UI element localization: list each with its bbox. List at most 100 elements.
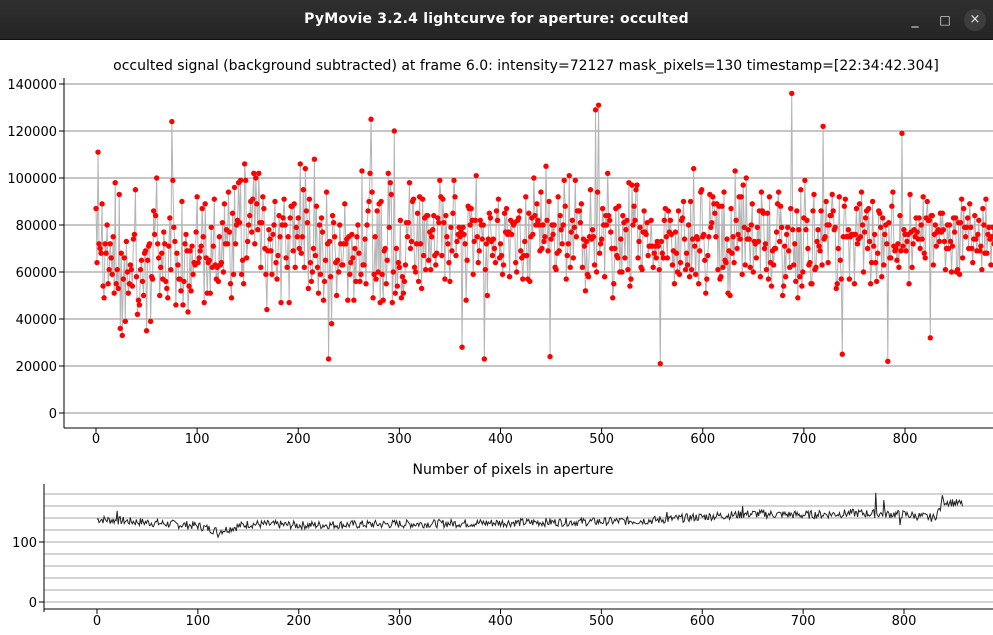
signal-point	[116, 191, 122, 198]
pixel-grid	[44, 493, 993, 603]
signal-point	[916, 215, 922, 221]
signal-plot-title: occulted signal (background subtracted) …	[113, 58, 939, 74]
signal-point	[464, 257, 470, 263]
signal-point	[499, 271, 506, 278]
signal-points	[93, 90, 993, 367]
signal-point	[461, 231, 467, 238]
signal-point	[712, 210, 718, 216]
signal-point	[540, 222, 546, 228]
signal-point	[473, 172, 479, 179]
pixel-x-tick-label: 300	[387, 614, 412, 629]
signal-point	[389, 299, 395, 306]
signal-point	[135, 297, 142, 303]
signal-point	[817, 248, 823, 254]
signal-point	[181, 278, 187, 285]
signal-point	[805, 245, 811, 252]
signal-point	[811, 191, 817, 198]
signal-point	[868, 259, 875, 266]
signal-point	[489, 252, 496, 259]
signal-point	[778, 224, 785, 231]
signal-point	[357, 278, 363, 285]
signal-point	[281, 196, 287, 202]
signal-point	[598, 236, 605, 242]
signal-point	[970, 259, 976, 266]
signal-point	[138, 257, 145, 263]
signal-point	[681, 236, 688, 242]
signal-point	[112, 180, 118, 186]
signal-point	[740, 182, 746, 188]
signal-point	[947, 238, 954, 245]
maximize-button[interactable]: □	[933, 8, 957, 32]
signal-point	[884, 241, 890, 247]
signal-point	[682, 266, 689, 273]
signal-point	[986, 224, 992, 231]
signal-point	[462, 241, 468, 247]
signal-point	[395, 259, 402, 266]
signal-point	[608, 229, 614, 235]
signal-point	[495, 196, 502, 202]
signal-point	[822, 234, 828, 240]
signal-point	[140, 292, 147, 299]
signal-point	[798, 187, 804, 193]
minimize-icon: _	[911, 12, 919, 28]
signal-point	[334, 257, 341, 263]
signal-point	[873, 278, 880, 285]
signal-plot[interactable]: occulted signal (background subtracted) …	[7, 58, 993, 447]
signal-point	[276, 212, 282, 219]
signal-point	[479, 236, 485, 242]
signal-point	[878, 224, 884, 231]
signal-point	[175, 262, 181, 268]
signal-point	[659, 250, 665, 256]
signal-point	[172, 238, 178, 245]
signal-point	[263, 271, 269, 278]
pixel-count-plot[interactable]: Number of pixels in aperture 0 100 0 100 20…	[12, 462, 993, 629]
signal-point	[445, 241, 451, 247]
signal-point	[144, 257, 151, 263]
signal-point	[178, 288, 184, 294]
signal-point	[990, 224, 993, 231]
signal-point	[255, 227, 261, 233]
signal-point	[644, 219, 650, 226]
signal-point	[592, 107, 599, 113]
signal-point	[578, 201, 585, 207]
signal-point	[435, 215, 441, 221]
signal-point	[219, 219, 226, 226]
signal-point	[449, 248, 455, 254]
signal-point	[94, 259, 100, 266]
signal-point	[673, 250, 680, 256]
signal-point	[731, 259, 737, 266]
signal-point	[541, 238, 547, 245]
signal-point	[161, 229, 167, 235]
signal-point	[864, 245, 871, 252]
signal-point	[936, 238, 943, 245]
signal-point	[523, 194, 529, 200]
signal-point	[348, 259, 354, 266]
signal-point	[290, 248, 296, 254]
signal-point	[794, 208, 800, 214]
signal-point	[137, 266, 144, 273]
signal-point	[851, 281, 858, 287]
signal-point	[882, 231, 888, 238]
signal-point	[735, 231, 741, 238]
close-button[interactable]: ×	[964, 9, 986, 31]
signal-point	[791, 262, 797, 268]
signal-point	[95, 149, 101, 155]
signal-point	[396, 264, 403, 270]
signal-point	[721, 189, 727, 195]
signal-point	[211, 196, 218, 202]
signal-point	[108, 255, 114, 261]
signal-point	[643, 231, 649, 238]
signal-point	[867, 281, 874, 287]
signal-point	[630, 222, 636, 228]
minimize-button[interactable]: _	[903, 8, 927, 32]
signal-point	[250, 196, 256, 202]
signal-point	[185, 309, 191, 315]
signal-point	[343, 241, 349, 247]
signal-point	[397, 217, 404, 223]
signal-point	[819, 262, 825, 268]
signal-point	[456, 224, 462, 231]
signal-point	[440, 196, 446, 202]
window-titlebar[interactable]: PyMovie 3.2.4 lightcurve for aperture: o…	[0, 0, 993, 40]
signal-point	[113, 281, 119, 287]
